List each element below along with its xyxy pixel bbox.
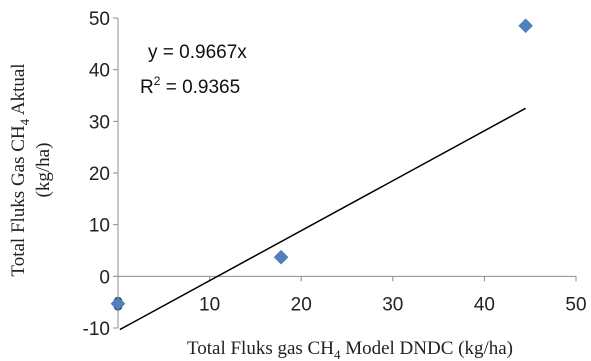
- data-point-diamond: [110, 296, 126, 312]
- y-axis-title-line2: (kg/ha): [33, 143, 54, 198]
- x-tick-label: 50: [565, 294, 586, 315]
- y-tick-label: 30: [89, 112, 110, 133]
- trendline: [119, 107, 526, 331]
- data-point-diamond: [518, 18, 533, 34]
- y-axis-title: Total Fluks Gas CH4 Aktual (kg/ha): [8, 63, 54, 276]
- x-tick-label: 10: [199, 294, 220, 315]
- data-point-diamond: [273, 249, 289, 265]
- tick-labels: -100102030405001020304050: [83, 9, 587, 340]
- r-squared-label: R2 = 0.9365: [140, 74, 240, 98]
- y-tick-label: 20: [89, 164, 110, 185]
- x-tick-label: 40: [474, 294, 495, 315]
- y-tick-label: 0: [99, 267, 110, 288]
- x-tick-label: 30: [382, 294, 403, 315]
- trendline-group: [119, 107, 526, 331]
- y-tick-label: 40: [89, 61, 110, 82]
- y-tick-label: 50: [89, 9, 110, 30]
- y-axis-title-line1: Total Fluks Gas CH4 Aktual: [8, 63, 32, 276]
- y-tick-label: 10: [89, 216, 110, 237]
- y-tick-label: -10: [83, 319, 110, 340]
- equation-label: y = 0.9667x: [148, 42, 247, 63]
- axes: [113, 17, 577, 329]
- data-points: [110, 18, 533, 312]
- x-axis-title: Total Fluks gas CH4 Model DNDC (kg/ha): [187, 338, 513, 361]
- x-tick-label: 20: [291, 294, 312, 315]
